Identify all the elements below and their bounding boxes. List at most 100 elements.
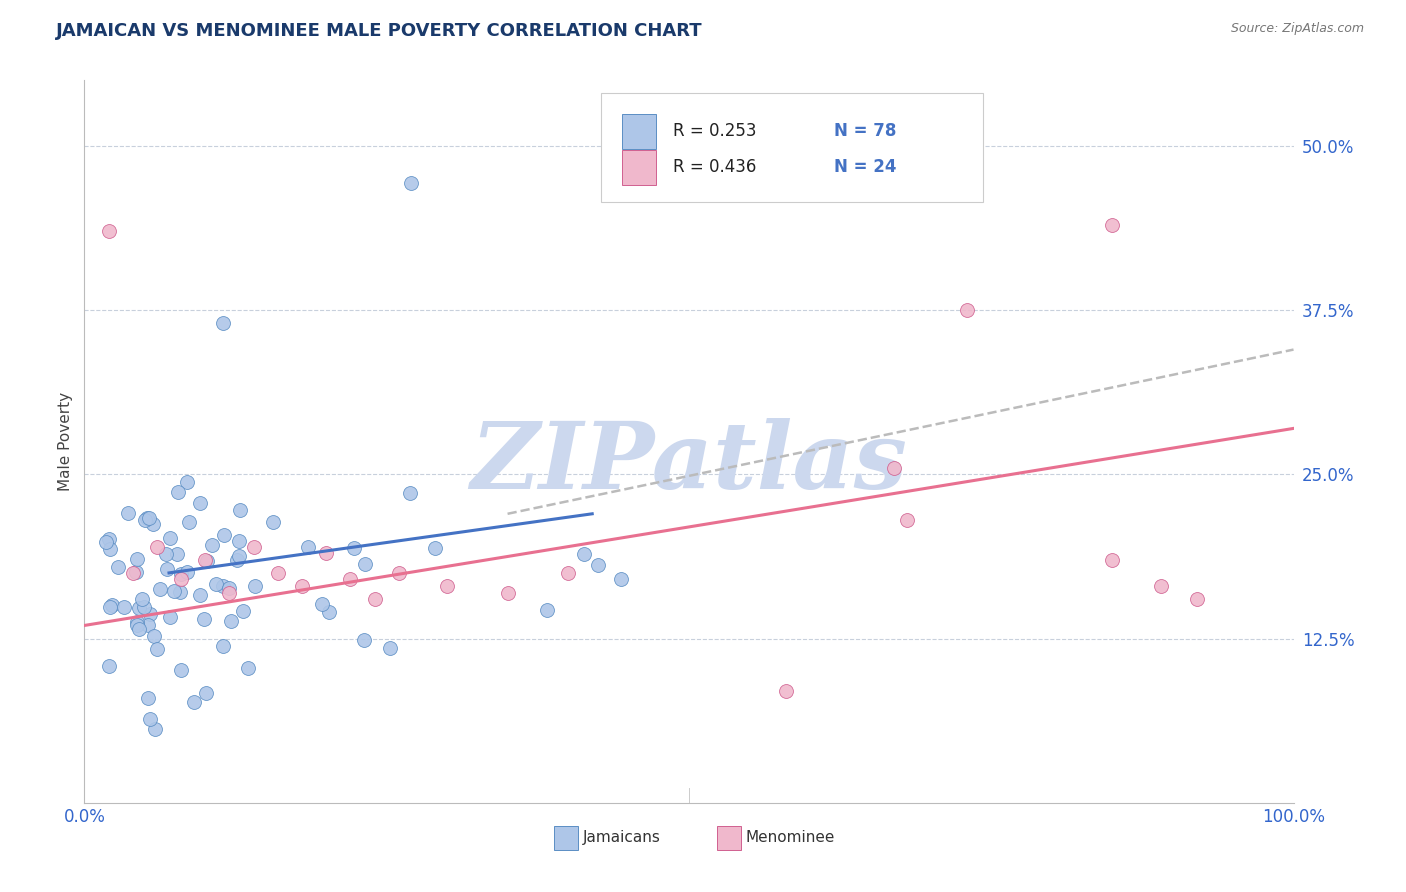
Text: ZIPatlas: ZIPatlas bbox=[471, 418, 907, 508]
Point bbox=[128, 601, 150, 615]
Point bbox=[125, 552, 148, 566]
Text: R = 0.253: R = 0.253 bbox=[673, 122, 756, 140]
Point bbox=[128, 622, 150, 636]
Point bbox=[311, 597, 333, 611]
Point bbox=[1101, 218, 1123, 232]
Point bbox=[100, 598, 122, 612]
Point bbox=[159, 531, 181, 545]
Point bbox=[163, 583, 186, 598]
Point bbox=[388, 566, 411, 580]
Point bbox=[136, 691, 159, 706]
Point bbox=[98, 541, 121, 556]
Point bbox=[107, 560, 129, 574]
Text: Source: ZipAtlas.com: Source: ZipAtlas.com bbox=[1230, 22, 1364, 36]
Point bbox=[142, 516, 165, 531]
Point bbox=[496, 585, 519, 599]
Point bbox=[134, 513, 156, 527]
Point bbox=[586, 558, 609, 573]
Point bbox=[212, 316, 235, 330]
Point bbox=[149, 582, 172, 596]
Bar bbox=[623, 151, 657, 185]
Point bbox=[194, 686, 217, 700]
Point bbox=[146, 642, 169, 657]
Point bbox=[195, 553, 218, 567]
Point bbox=[212, 527, 235, 541]
Point bbox=[117, 506, 139, 520]
Point bbox=[170, 663, 193, 677]
Point bbox=[127, 615, 149, 630]
Point bbox=[146, 540, 169, 554]
Point bbox=[399, 486, 422, 500]
Point bbox=[142, 629, 165, 643]
Point bbox=[572, 547, 595, 561]
Text: N = 24: N = 24 bbox=[834, 158, 897, 176]
Point bbox=[193, 611, 215, 625]
Point bbox=[232, 603, 254, 617]
Point bbox=[353, 632, 375, 647]
Point bbox=[363, 592, 385, 607]
Point bbox=[1185, 592, 1208, 607]
Point bbox=[136, 510, 159, 524]
Point bbox=[194, 553, 217, 567]
Text: Menominee: Menominee bbox=[745, 830, 835, 845]
Bar bbox=[717, 826, 741, 850]
Point bbox=[139, 607, 162, 621]
Point bbox=[155, 547, 177, 561]
Point bbox=[176, 475, 198, 489]
Point bbox=[218, 581, 240, 595]
Bar bbox=[554, 826, 578, 850]
Point bbox=[127, 618, 149, 632]
Point bbox=[236, 661, 259, 675]
Bar bbox=[623, 114, 657, 149]
FancyBboxPatch shape bbox=[600, 93, 983, 202]
Point bbox=[170, 567, 193, 582]
Point bbox=[315, 546, 337, 560]
Point bbox=[188, 589, 211, 603]
Point bbox=[170, 573, 193, 587]
Point bbox=[423, 541, 446, 555]
Point bbox=[228, 533, 250, 548]
Point bbox=[125, 566, 148, 580]
Point bbox=[159, 609, 181, 624]
Point bbox=[211, 579, 233, 593]
Point bbox=[97, 533, 120, 547]
Text: JAMAICAN VS MENOMINEE MALE POVERTY CORRELATION CHART: JAMAICAN VS MENOMINEE MALE POVERTY CORRE… bbox=[56, 22, 703, 40]
Point bbox=[201, 537, 224, 551]
Point bbox=[609, 572, 631, 586]
Point bbox=[112, 599, 135, 614]
Point bbox=[136, 617, 159, 632]
Point bbox=[339, 573, 361, 587]
Point bbox=[212, 639, 235, 653]
Point bbox=[228, 549, 250, 564]
Point bbox=[226, 553, 249, 567]
Point bbox=[896, 513, 918, 527]
Point bbox=[121, 566, 143, 580]
Point bbox=[1149, 579, 1171, 593]
Point bbox=[143, 723, 166, 737]
Text: Jamaicans: Jamaicans bbox=[582, 830, 661, 845]
Point bbox=[297, 540, 319, 554]
Text: N = 78: N = 78 bbox=[834, 122, 897, 140]
Point bbox=[98, 599, 121, 614]
Point bbox=[204, 577, 226, 591]
Point bbox=[188, 496, 211, 510]
Point bbox=[956, 303, 979, 318]
Point bbox=[218, 585, 240, 599]
Point bbox=[775, 684, 797, 698]
Point bbox=[229, 503, 252, 517]
Point bbox=[242, 540, 264, 554]
Point bbox=[94, 535, 117, 549]
Point bbox=[176, 565, 198, 579]
Point bbox=[183, 695, 205, 709]
Point bbox=[166, 547, 188, 561]
Point bbox=[219, 614, 242, 628]
Point bbox=[883, 460, 905, 475]
Point bbox=[134, 600, 156, 615]
Point bbox=[318, 605, 340, 619]
Point bbox=[167, 484, 190, 499]
Point bbox=[353, 557, 375, 571]
Point bbox=[179, 516, 201, 530]
Point bbox=[1101, 553, 1123, 567]
Point bbox=[291, 579, 314, 593]
Point bbox=[156, 561, 179, 575]
